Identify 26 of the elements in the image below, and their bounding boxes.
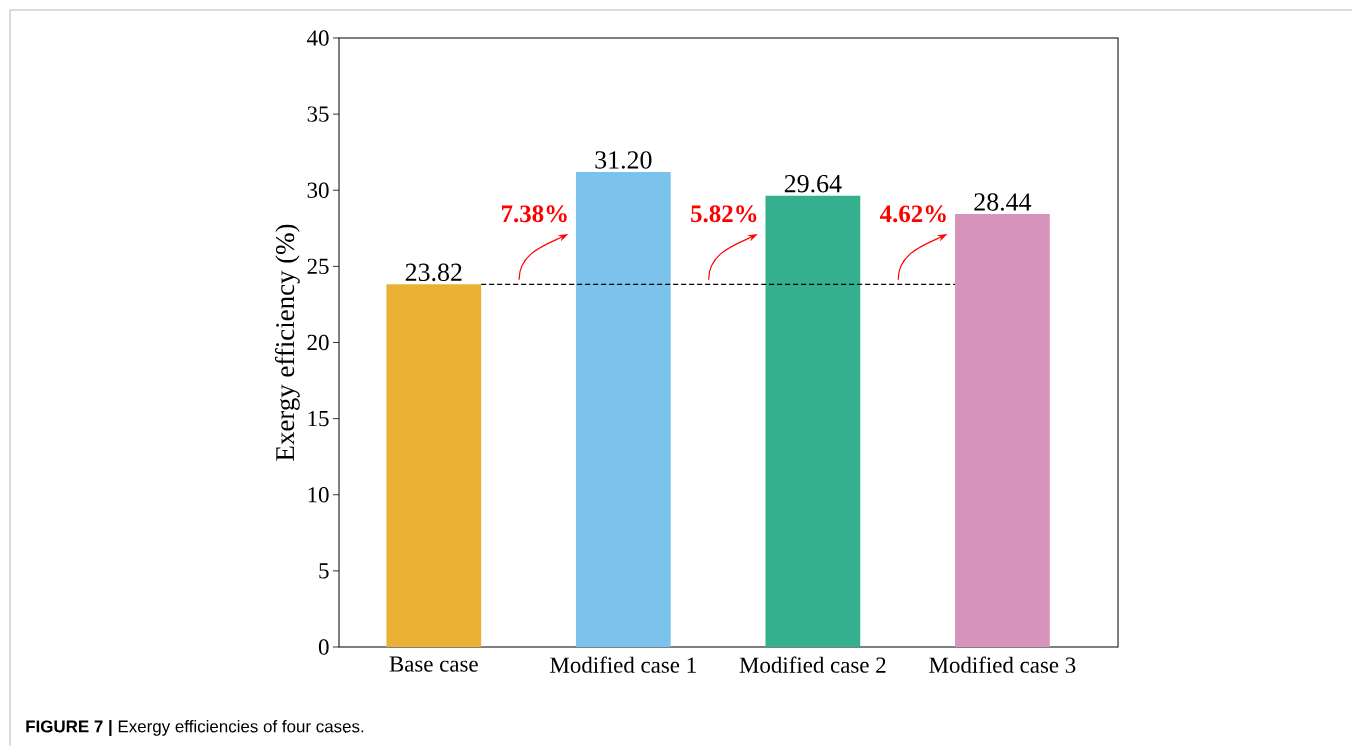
y-tick-label: 40 xyxy=(307,30,329,46)
bar xyxy=(765,195,861,647)
y-tick-label: 30 xyxy=(307,182,329,198)
data-label: 29.64 xyxy=(784,175,842,193)
y-axis-title: Exergy efficiency (%) xyxy=(274,224,300,461)
x-tick-label: Base case xyxy=(389,656,478,672)
annotation: 4.62% xyxy=(879,205,946,223)
text: FIGURE 7 | Exergy efficiencies of four cases. xyxy=(26,719,364,737)
y-tick-label: 35 xyxy=(307,106,329,122)
data-label: 23.82 xyxy=(405,263,462,282)
y-tick-label: 20 xyxy=(307,334,329,351)
bar xyxy=(386,284,482,647)
y-tick-label: 25 xyxy=(307,258,329,275)
y-tick-label: 10 xyxy=(308,487,329,503)
annotation: 7.38% xyxy=(501,205,567,223)
x-tick-label: Modified case 2 xyxy=(739,656,886,673)
x-tick-label: Modified case 3 xyxy=(929,656,1076,673)
y-tick-label: 0 xyxy=(318,639,329,655)
y-tick-label: 15 xyxy=(308,410,329,427)
annotation: 5.82% xyxy=(691,205,757,223)
data-label: 31.20 xyxy=(595,151,652,169)
bar xyxy=(575,171,671,647)
bar xyxy=(955,213,1050,647)
y-tick-label: 5 xyxy=(319,563,329,579)
x-tick-label: Modified case 1 xyxy=(550,656,696,673)
data-label: 28.44 xyxy=(974,193,1032,211)
